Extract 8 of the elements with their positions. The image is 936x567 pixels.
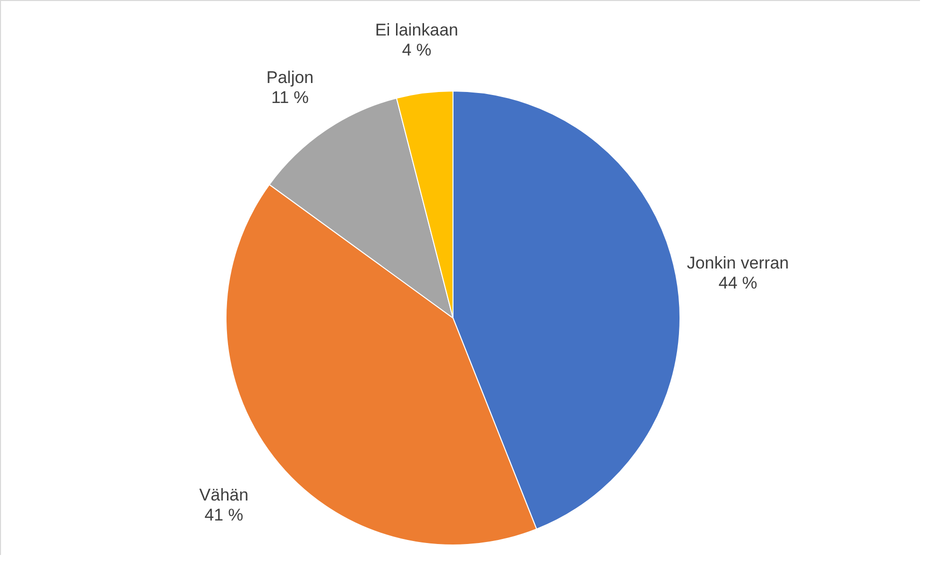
slice-label: Jonkin verran [686, 254, 789, 273]
data-label: 44 % [718, 274, 758, 293]
data-label: 41 % [204, 506, 244, 525]
data-label: 11 % [271, 88, 309, 108]
slice-label: Ei lainkaan [375, 20, 458, 40]
slice-label: Paljon [266, 68, 314, 88]
slice-label: Vähän [199, 486, 248, 505]
data-label: 4 % [402, 40, 432, 60]
